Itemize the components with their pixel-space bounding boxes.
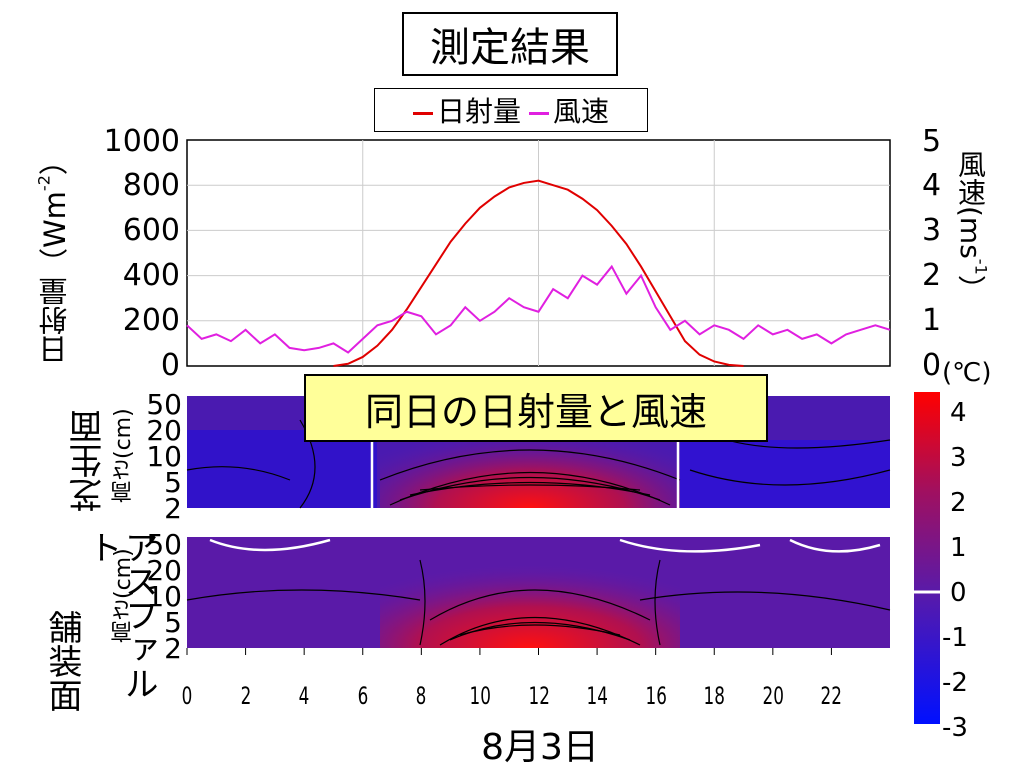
colorbar-tick: 3 bbox=[950, 443, 967, 473]
x-tick: 4 bbox=[298, 682, 310, 710]
y2-tick: 5 bbox=[922, 124, 942, 159]
colorbar-unit: (℃) bbox=[942, 358, 992, 388]
x-axis-label: 8月3日 bbox=[481, 727, 599, 768]
y-tick: 5 bbox=[164, 606, 182, 639]
y-tick: 20 bbox=[146, 554, 182, 587]
zero-contour bbox=[789, 538, 881, 553]
heatmap-asphalt bbox=[186, 537, 891, 648]
colorbar-gradient bbox=[914, 392, 940, 724]
y-tick: 10 bbox=[146, 440, 182, 473]
y-tick: 0 bbox=[160, 348, 180, 383]
colorbar-tick: 2 bbox=[950, 488, 967, 518]
colorbar-tick: -3 bbox=[942, 713, 968, 743]
y-tick: 2 bbox=[164, 632, 182, 665]
colorbar-tick: 4 bbox=[950, 398, 967, 428]
y-tick: 200 bbox=[122, 303, 180, 338]
x-tick: 12 bbox=[528, 682, 550, 710]
heatmap-grass-label: 芝生面 bbox=[69, 410, 109, 512]
x-tick-marks bbox=[186, 648, 832, 655]
x-tick: 22 bbox=[820, 682, 843, 710]
y-tick: 2 bbox=[164, 492, 182, 525]
heatmap-asphalt-contours bbox=[186, 559, 891, 646]
colorbar bbox=[914, 392, 940, 724]
y2-tick: 3 bbox=[922, 213, 942, 248]
colorbar-tick: 1 bbox=[950, 533, 967, 563]
series-line-solar bbox=[333, 179, 744, 367]
y-tick: 10 bbox=[146, 580, 182, 613]
heatmap-asphalt-label-1: アスファルト bbox=[82, 530, 158, 700]
page-title: 測定結果 bbox=[402, 12, 618, 76]
heatmap-grass-cool-right bbox=[680, 440, 890, 508]
series-line-wind bbox=[186, 264, 891, 354]
grid-lines bbox=[187, 140, 890, 366]
x-tick: 14 bbox=[586, 682, 608, 710]
legend-item-wind: 風速 bbox=[529, 90, 609, 130]
y-tick: 50 bbox=[146, 528, 182, 561]
legend-item-solar: 日射量 bbox=[412, 90, 521, 130]
x-tick: 20 bbox=[762, 682, 784, 710]
y-tick: 50 bbox=[146, 388, 182, 421]
colorbar-tick: 0 bbox=[950, 578, 967, 608]
y-tick: 5 bbox=[164, 466, 182, 499]
heatmap-asphalt-label-2: 舗装面 bbox=[42, 610, 82, 712]
heatmap-asphalt-label: アスファルト 舗装面 bbox=[40, 530, 158, 730]
x-tick: 6 bbox=[357, 682, 369, 710]
x-tick: 10 bbox=[469, 682, 491, 710]
colorbar-tick: -1 bbox=[942, 623, 968, 653]
chart-legend: 日射量 風速 bbox=[374, 88, 648, 132]
legend-label-solar: 日射量 bbox=[436, 95, 521, 128]
chart-subtitle: 同日の日射量と風速 bbox=[304, 374, 768, 442]
heatmap-asphalt-warm bbox=[380, 537, 680, 648]
y-tick: 800 bbox=[122, 168, 180, 203]
y-tick: 400 bbox=[122, 258, 180, 293]
legend-label-wind: 風速 bbox=[553, 95, 610, 128]
y-tick: 20 bbox=[146, 414, 182, 447]
zero-contour bbox=[209, 538, 331, 552]
heatmap-grass-cool-left bbox=[187, 430, 377, 508]
y2-tick: 0 bbox=[922, 348, 942, 383]
colorbar-tick: -2 bbox=[942, 668, 968, 698]
y2-tick: 1 bbox=[922, 303, 942, 338]
zero-contour bbox=[619, 538, 761, 553]
x-tick: 18 bbox=[703, 682, 726, 710]
y-tick: 600 bbox=[122, 213, 180, 248]
y2-tick: 4 bbox=[922, 168, 942, 203]
y2-axis-label-wind: 風速(ms-1） bbox=[954, 150, 991, 303]
x-tick: 16 bbox=[645, 682, 667, 710]
x-tick: 0 bbox=[181, 682, 193, 710]
x-tick: 2 bbox=[240, 682, 251, 710]
line-chart-plot bbox=[186, 139, 891, 367]
y2-tick: 2 bbox=[922, 258, 942, 293]
x-tick: 8 bbox=[415, 682, 427, 710]
y-tick: 1000 bbox=[103, 124, 180, 159]
